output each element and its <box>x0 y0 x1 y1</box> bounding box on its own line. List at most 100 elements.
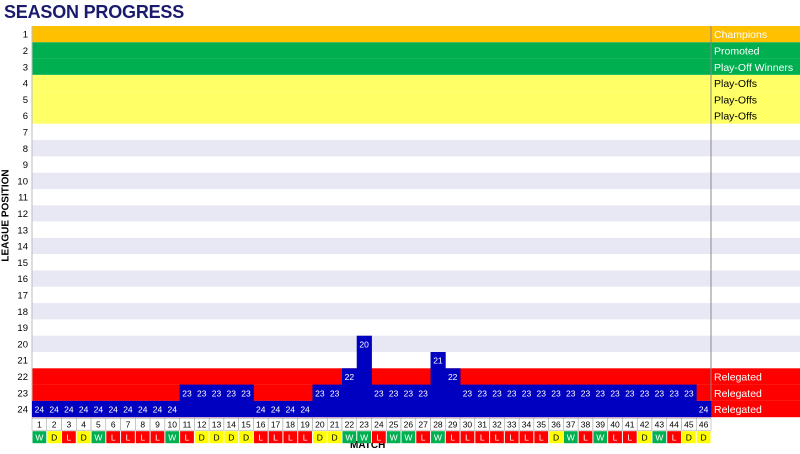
zone-label: Champions <box>714 29 767 41</box>
row-band-19 <box>32 319 800 336</box>
row-band-21 <box>32 352 800 369</box>
x-tick-label: 33 <box>507 420 517 430</box>
bar-value-label: 23 <box>182 388 192 398</box>
result-box <box>32 431 47 444</box>
x-tick-label: 2 <box>52 420 57 430</box>
x-axis-label: MATCH <box>350 440 386 451</box>
result-box <box>268 431 283 444</box>
result-label: L <box>258 433 263 443</box>
x-tick-label: 26 <box>404 420 414 430</box>
bar <box>474 384 490 418</box>
y-tick-label: 10 <box>17 176 28 187</box>
bar-value-label: 23 <box>596 388 606 398</box>
result-label: L <box>185 433 190 443</box>
y-tick-label: 18 <box>17 307 28 318</box>
result-label: W <box>35 433 43 443</box>
result-label: D <box>553 433 559 443</box>
result-label: L <box>583 433 588 443</box>
bar-value-label: 23 <box>404 388 414 398</box>
x-tick-label: 9 <box>155 420 160 430</box>
bar-value-label: 24 <box>167 405 177 415</box>
bar-value-label: 23 <box>625 388 635 398</box>
result-box <box>194 431 209 444</box>
bar <box>666 384 682 418</box>
row-band-13 <box>32 221 800 238</box>
bar <box>327 384 343 418</box>
row-band-7 <box>32 123 800 141</box>
result-box <box>224 431 239 444</box>
bar-value-label: 24 <box>94 405 104 415</box>
bar <box>179 384 195 418</box>
bar <box>489 384 505 418</box>
y-tick-label: 20 <box>17 339 28 350</box>
bar-value-label: 22 <box>345 372 355 382</box>
row-band-4 <box>32 74 800 92</box>
zone-label: Play-Offs <box>714 78 757 90</box>
row-band-6 <box>32 107 800 124</box>
result-label: L <box>465 433 470 443</box>
result-box <box>62 431 76 444</box>
result-box <box>667 431 681 444</box>
result-box <box>312 431 327 444</box>
x-tick-label: 37 <box>566 420 576 430</box>
y-tick-label: 3 <box>23 62 28 73</box>
result-label: L <box>524 433 529 443</box>
y-tick-label: 19 <box>17 323 28 334</box>
result-label: W <box>596 433 604 443</box>
result-box <box>416 431 431 444</box>
y-tick-label: 22 <box>17 372 28 383</box>
bar <box>105 400 121 418</box>
bar-value-label: 24 <box>79 405 89 415</box>
x-tick-label: 34 <box>522 420 532 430</box>
result-label: L <box>67 433 72 443</box>
bar-value-label: 24 <box>138 405 148 415</box>
bar <box>651 384 668 418</box>
result-box <box>298 431 312 444</box>
x-tick-label: 10 <box>167 420 177 430</box>
bar <box>607 384 623 418</box>
bar <box>445 368 461 418</box>
bar-value-label: 23 <box>566 388 576 398</box>
bar-value-label: 23 <box>227 388 237 398</box>
x-tick-label: 40 <box>610 420 620 430</box>
result-label: W <box>168 433 176 443</box>
bar <box>696 400 712 418</box>
y-tick-label: 13 <box>17 225 28 236</box>
bar <box>268 400 284 418</box>
zone-label: Play-Off Winners <box>714 62 793 74</box>
zone-label: Relegated <box>714 371 762 383</box>
bar <box>150 400 166 418</box>
result-label: L <box>303 433 308 443</box>
row-band-17 <box>32 286 800 304</box>
bar-value-label: 24 <box>49 405 59 415</box>
result-label: L <box>421 433 426 443</box>
x-tick-label: 15 <box>241 420 251 430</box>
bar-value-label: 23 <box>551 388 561 398</box>
bar-value-label: 24 <box>153 405 163 415</box>
result-label: L <box>613 433 618 443</box>
result-label: D <box>199 433 205 443</box>
bar-value-label: 24 <box>271 405 281 415</box>
y-tick-label: 12 <box>17 209 28 220</box>
y-tick-label: 2 <box>23 46 28 57</box>
bar-value-label: 24 <box>699 405 709 415</box>
bar <box>32 400 48 418</box>
y-tick-label: 23 <box>17 388 28 399</box>
result-label: L <box>273 433 278 443</box>
bar-value-label: 22 <box>448 372 458 382</box>
result-box <box>608 431 622 444</box>
y-tick-label: 17 <box>17 290 28 301</box>
result-label: D <box>81 433 87 443</box>
bar-value-label: 23 <box>684 388 694 398</box>
y-tick-label: 8 <box>23 144 28 155</box>
bar <box>238 384 254 418</box>
x-tick-label: 28 <box>433 420 443 430</box>
bar <box>578 384 594 418</box>
result-label: W <box>434 433 442 443</box>
result-box <box>578 431 593 444</box>
y-tick-label: 24 <box>17 405 28 416</box>
result-label: L <box>509 433 514 443</box>
bar <box>415 384 431 418</box>
row-band-22 <box>32 368 800 385</box>
result-label: W <box>404 433 412 443</box>
